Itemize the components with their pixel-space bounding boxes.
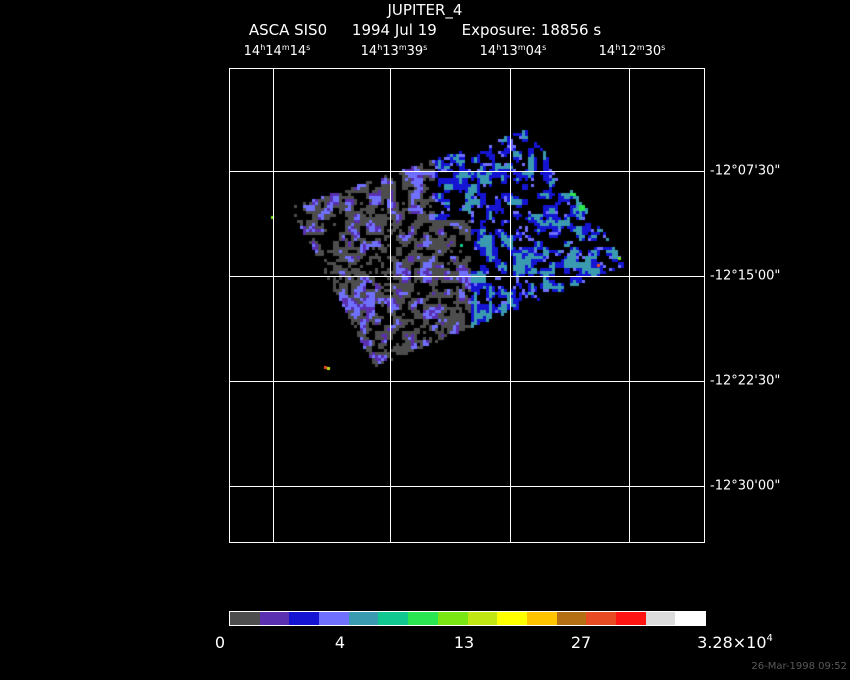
grid-line bbox=[390, 69, 391, 542]
grid-line bbox=[273, 69, 274, 542]
colorbar-label: 0 bbox=[214, 633, 226, 652]
observation-subtitle: ASCA SIS0 1994 Jul 19 Exposure: 18856 s bbox=[0, 21, 850, 39]
grid-line bbox=[230, 276, 704, 277]
grid-line bbox=[510, 69, 511, 542]
dec-label: -12°30'00" bbox=[710, 478, 781, 494]
dec-label: -12°07'30" bbox=[710, 163, 781, 179]
colorbar-label: 4 bbox=[334, 633, 346, 652]
colorbar-swatch bbox=[319, 612, 349, 625]
colorbar-label-max: 3.28×104 bbox=[697, 633, 773, 652]
colorbar-swatch bbox=[230, 612, 260, 625]
grid-line bbox=[629, 69, 630, 542]
colorbar-swatch bbox=[348, 612, 379, 625]
instrument-label: ASCA SIS0 bbox=[248, 21, 328, 39]
object-title: JUPITER_4 bbox=[387, 1, 463, 19]
colorbar-swatch bbox=[645, 612, 676, 625]
colorbar-swatch bbox=[259, 612, 290, 625]
colorbar bbox=[229, 611, 706, 626]
grid-line bbox=[230, 381, 704, 382]
colorbar-swatch bbox=[556, 612, 587, 625]
colorbar-swatch bbox=[437, 612, 468, 625]
dec-label: -12°22'30" bbox=[710, 373, 781, 389]
grid-line bbox=[230, 486, 704, 487]
xray-image bbox=[230, 69, 704, 542]
colorbar-swatch bbox=[408, 612, 438, 625]
colorbar-swatch bbox=[526, 612, 557, 625]
ra-label: 14h12m30s bbox=[598, 43, 666, 59]
exposure-label: Exposure: 18856 s bbox=[461, 21, 602, 39]
grid-line bbox=[230, 171, 704, 172]
colorbar-swatch bbox=[467, 612, 498, 625]
colorbar-label: 13 bbox=[453, 633, 475, 652]
dec-label: -12°15'00" bbox=[710, 268, 781, 284]
colorbar-swatch bbox=[378, 612, 409, 625]
ra-label: 14h14m14s bbox=[243, 43, 311, 59]
observation-date: 1994 Jul 19 bbox=[351, 21, 437, 39]
image-frame bbox=[229, 68, 705, 543]
colorbar-label: 27 bbox=[570, 633, 592, 652]
colorbar-swatch bbox=[586, 612, 616, 625]
timestamp: 26-Mar-1998 09:52 bbox=[751, 661, 847, 672]
colorbar-swatch bbox=[675, 612, 705, 625]
colorbar-swatch bbox=[289, 612, 320, 625]
colorbar-swatch bbox=[615, 612, 646, 625]
colorbar-swatch bbox=[497, 612, 527, 625]
ra-label: 14h13m39s bbox=[360, 43, 428, 59]
ra-label: 14h13m04s bbox=[479, 43, 547, 59]
